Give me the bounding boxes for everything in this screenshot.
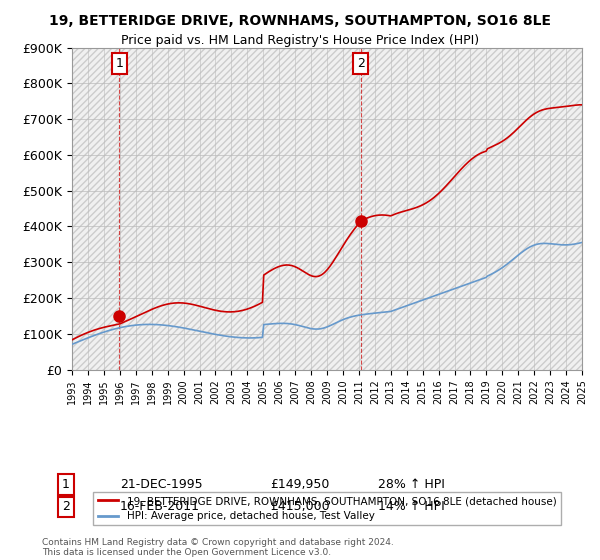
Text: 14% ↑ HPI: 14% ↑ HPI bbox=[378, 500, 445, 514]
19, BETTERIDGE DRIVE, ROWNHAMS, SOUTHAMPTON, SO16 8LE (detached house) bbox=[508, 131, 515, 138]
Text: 2: 2 bbox=[357, 57, 365, 70]
HPI: Average price, detached house, Test Valley: (2.02e+03, 3.04e+05): Average price, detached house, Test Vall… bbox=[508, 258, 515, 264]
HPI: Average price, detached house, Test Valley: (2.02e+03, 3.55e+05): Average price, detached house, Test Vall… bbox=[578, 239, 586, 246]
Text: 1: 1 bbox=[115, 57, 123, 70]
19, BETTERIDGE DRIVE, ROWNHAMS, SOUTHAMPTON, SO16 8LE (detached house) bbox=[68, 337, 76, 343]
Text: 2: 2 bbox=[62, 500, 70, 514]
19, BETTERIDGE DRIVE, ROWNHAMS, SOUTHAMPTON, SO16 8LE (detached house) bbox=[86, 329, 93, 335]
HPI: Average price, detached house, Test Valley: (2.01e+03, 1.28e+05): Average price, detached house, Test Vall… bbox=[331, 320, 338, 327]
Text: Price paid vs. HM Land Registry's House Price Index (HPI): Price paid vs. HM Land Registry's House … bbox=[121, 34, 479, 46]
HPI: Average price, detached house, Test Valley: (2.02e+03, 3.53e+05): Average price, detached house, Test Vall… bbox=[574, 240, 581, 247]
HPI: Average price, detached house, Test Valley: (1.99e+03, 9.03e+04): Average price, detached house, Test Vall… bbox=[86, 334, 93, 340]
HPI: Average price, detached house, Test Valley: (2.02e+03, 2.07e+05): Average price, detached house, Test Vall… bbox=[432, 292, 439, 299]
Legend: 19, BETTERIDGE DRIVE, ROWNHAMS, SOUTHAMPTON, SO16 8LE (detached house), HPI: Ave: 19, BETTERIDGE DRIVE, ROWNHAMS, SOUTHAMP… bbox=[94, 492, 560, 525]
Text: Contains HM Land Registry data © Crown copyright and database right 2024.
This d: Contains HM Land Registry data © Crown c… bbox=[42, 538, 394, 557]
19, BETTERIDGE DRIVE, ROWNHAMS, SOUTHAMPTON, SO16 8LE (detached house) bbox=[331, 256, 338, 263]
Text: 1: 1 bbox=[62, 478, 70, 491]
Line: HPI: Average price, detached house, Test Valley: HPI: Average price, detached house, Test… bbox=[72, 242, 582, 344]
Text: 16-FEB-2011: 16-FEB-2011 bbox=[120, 500, 200, 514]
19, BETTERIDGE DRIVE, ROWNHAMS, SOUTHAMPTON, SO16 8LE (detached house) bbox=[432, 193, 439, 199]
Text: £149,950: £149,950 bbox=[270, 478, 329, 491]
Text: 21-DEC-1995: 21-DEC-1995 bbox=[120, 478, 203, 491]
19, BETTERIDGE DRIVE, ROWNHAMS, SOUTHAMPTON, SO16 8LE (detached house) bbox=[101, 324, 109, 330]
Line: 19, BETTERIDGE DRIVE, ROWNHAMS, SOUTHAMPTON, SO16 8LE (detached house): 19, BETTERIDGE DRIVE, ROWNHAMS, SOUTHAMP… bbox=[72, 105, 582, 340]
19, BETTERIDGE DRIVE, ROWNHAMS, SOUTHAMPTON, SO16 8LE (detached house) bbox=[578, 101, 586, 108]
Text: 19, BETTERIDGE DRIVE, ROWNHAMS, SOUTHAMPTON, SO16 8LE: 19, BETTERIDGE DRIVE, ROWNHAMS, SOUTHAMP… bbox=[49, 14, 551, 28]
Text: £415,000: £415,000 bbox=[270, 500, 329, 514]
HPI: Average price, detached house, Test Valley: (1.99e+03, 7.07e+04): Average price, detached house, Test Vall… bbox=[68, 341, 76, 348]
19, BETTERIDGE DRIVE, ROWNHAMS, SOUTHAMPTON, SO16 8LE (detached house) bbox=[574, 101, 581, 108]
HPI: Average price, detached house, Test Valley: (2e+03, 1.06e+05): Average price, detached house, Test Vall… bbox=[101, 328, 109, 335]
Text: 28% ↑ HPI: 28% ↑ HPI bbox=[378, 478, 445, 491]
